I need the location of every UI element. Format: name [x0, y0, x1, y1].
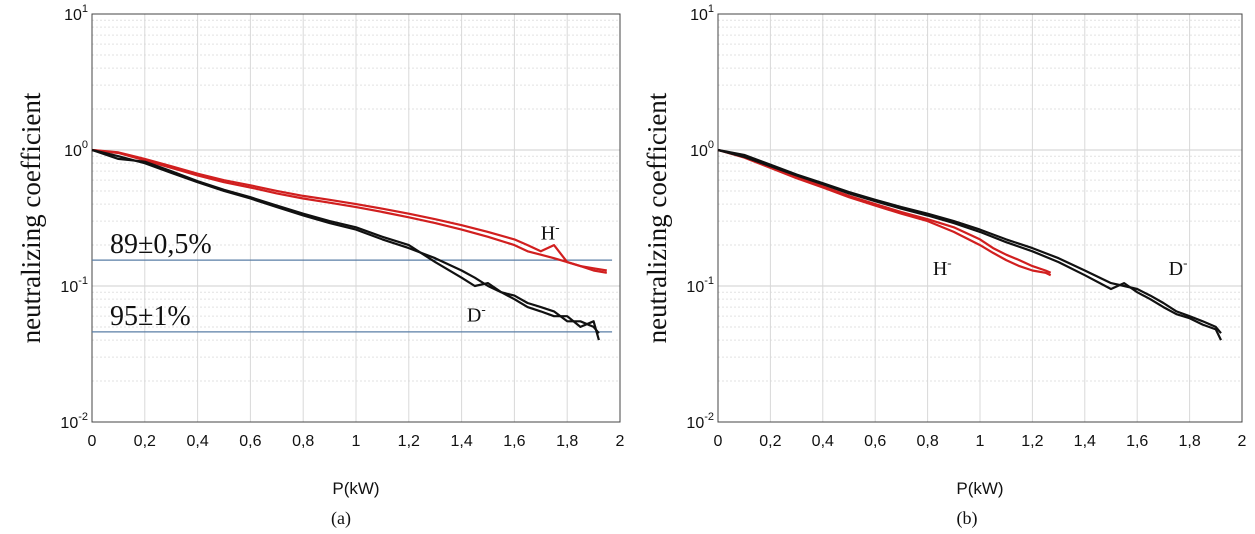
curve-label: D-: [467, 301, 486, 326]
series-line: [91, 148, 607, 274]
x-tick-label: 0,6: [239, 433, 261, 450]
x-tick-label: 0,8: [916, 433, 938, 450]
y-tick-label: 101: [690, 3, 714, 24]
curve-label: D-: [1169, 255, 1188, 280]
series-line: [717, 148, 1052, 274]
x-tick-label: 1,4: [450, 433, 472, 450]
series-line: [91, 148, 600, 341]
x-tick-label: 1,4: [1074, 433, 1096, 450]
curve-label: H-: [933, 255, 952, 280]
plot-frame: [91, 13, 621, 423]
y-tick-label: 10-1: [686, 275, 714, 296]
x-tick-label: 0: [714, 433, 723, 450]
caption-a: (a): [331, 508, 351, 529]
series-line: [91, 148, 607, 272]
y-axis-label: neutralizing coefficient: [642, 92, 672, 343]
x-axis-label: P(kW): [956, 479, 1003, 498]
x-tick-label: 1,2: [1021, 433, 1043, 450]
x-tick-label: 0: [88, 433, 97, 450]
chart-panel-a: 0 0,2 0,4 0,6 0,8 1 1,2 1,4 1,6 1,8 2 10-2 10-1 100 10…: [16, 3, 625, 498]
x-tick-label: 1,6: [503, 433, 525, 450]
caption-b: (b): [957, 508, 978, 529]
x-tick-label: 0,4: [186, 433, 208, 450]
x-tick-label: 0,2: [759, 433, 781, 450]
x-tick-label: 2: [1238, 433, 1247, 450]
x-tick-label: 1,6: [1126, 433, 1148, 450]
x-tick-label: 1: [352, 433, 361, 450]
x-tick-label: 1,8: [556, 433, 578, 450]
x-tick-label: 2: [616, 433, 625, 450]
y-tick-label: 100: [64, 139, 88, 160]
x-tick-label: 0,6: [864, 433, 886, 450]
y-tick-label: 10-1: [60, 275, 88, 296]
y-tick-label: 101: [64, 3, 88, 24]
x-tick-label: 1,8: [1178, 433, 1200, 450]
x-tick-label: 1: [976, 433, 985, 450]
x-axis-label: P(kW): [332, 479, 379, 498]
plot-frame: [717, 13, 1243, 423]
x-tick-label: 0,8: [292, 433, 314, 450]
y-tick-label: 100: [690, 139, 714, 160]
reference-line-label: 95±1%: [110, 301, 191, 332]
y-axis-label: neutralizing coefficient: [16, 92, 46, 343]
reference-line-label: 89±0,5%: [110, 229, 212, 260]
y-tick-label: 10-2: [686, 411, 714, 432]
chart-panel-b: 0 0,2 0,4 0,6 0,8 1 1,2 1,4 1,6 1,8 2 10-2 10-1 100 10…: [642, 3, 1247, 498]
series-line: [717, 148, 1052, 277]
x-tick-label: 0,4: [812, 433, 834, 450]
x-tick-label: 0,2: [134, 433, 156, 450]
x-tick-label: 1,2: [398, 433, 420, 450]
series-line: [717, 148, 1222, 341]
y-tick-label: 10-2: [60, 411, 88, 432]
curve-label: H-: [541, 219, 560, 244]
